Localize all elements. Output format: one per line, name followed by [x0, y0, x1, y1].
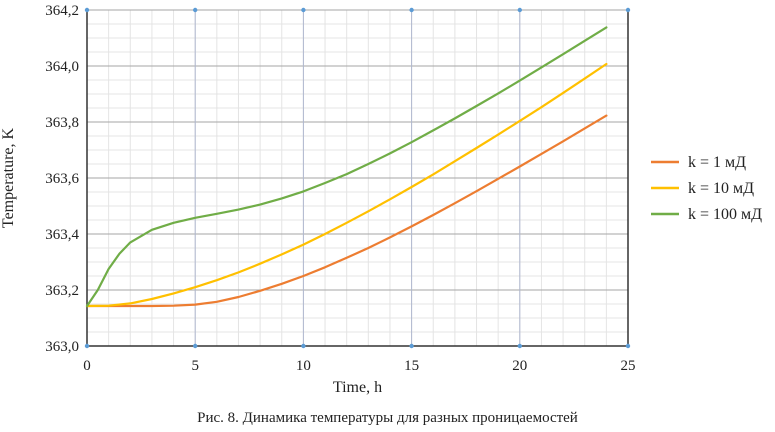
legend-label: k = 10 мД: [688, 180, 754, 197]
grid: [86, 9, 629, 347]
y-tick-label: 363,0: [45, 339, 79, 355]
grid-marker: [625, 7, 631, 13]
y-tick-label: 364,0: [45, 59, 79, 75]
y-tick-label: 363,8: [45, 115, 79, 131]
legend-label: k = 1 мД: [688, 154, 746, 171]
series-line-1: [85, 114, 608, 308]
temperature-chart: 0 5 10 15 20 25 363,0 363,2 363,4 363,6 363,8 364,0…: [0, 3, 762, 396]
tick-labels: 0 5 10 15 20 25 363,0 363,2 363,4 363,6 363,8 364,0…: [45, 3, 635, 374]
series-line-3: [85, 26, 608, 308]
x-tick-label: 0: [83, 358, 91, 374]
y-tick-label: 364,2: [45, 3, 79, 19]
x-tick-label: 10: [296, 358, 311, 374]
grid-marker: [193, 7, 198, 13]
x-tick-label: 15: [404, 358, 419, 374]
series-line-2: [85, 62, 608, 308]
y-tick-label: 363,6: [45, 171, 79, 187]
x-tick-label: 5: [191, 358, 199, 374]
y-tick-label: 363,4: [45, 227, 79, 243]
grid-marker: [409, 7, 414, 13]
axes: [84, 7, 631, 349]
y-tick-label: 363,2: [45, 283, 79, 299]
x-axis-title: Time, h: [333, 379, 382, 396]
grid-marker: [301, 7, 306, 13]
grid-marker: [517, 7, 522, 13]
figure-caption: Рис. 8. Динамика температуры для разных …: [197, 410, 578, 426]
grid-marker: [409, 343, 414, 349]
grid-marker: [301, 343, 306, 349]
legend: k = 1 мД k = 10 мД k = 100 мД: [651, 154, 762, 223]
grid-marker: [193, 343, 198, 349]
legend-label: k = 100 мД: [688, 206, 762, 223]
series-lines: [85, 26, 608, 308]
grid-marker: [517, 343, 522, 349]
x-tick-label: 20: [512, 358, 527, 374]
y-axis-title: Temperature, K: [0, 127, 17, 228]
x-tick-label: 25: [621, 358, 636, 374]
grid-marker: [625, 343, 631, 349]
grid-marker: [84, 343, 90, 349]
grid-marker: [84, 7, 90, 13]
